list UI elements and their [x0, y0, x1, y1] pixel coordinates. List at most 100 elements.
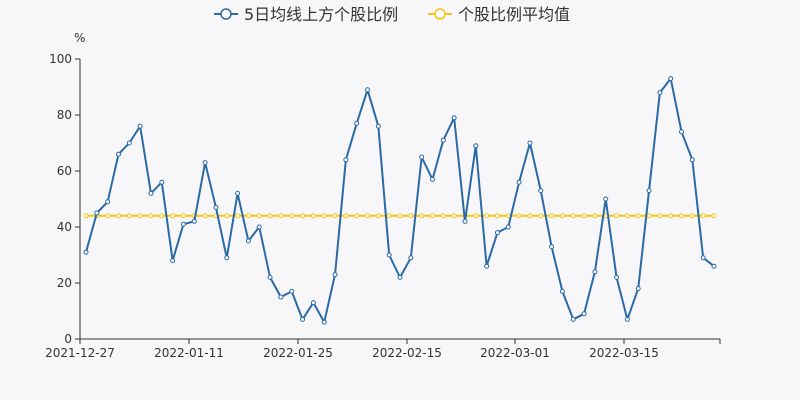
y-tick-label: 20: [57, 276, 72, 290]
data-point: [256, 224, 262, 230]
y-tick-label: 0: [64, 332, 72, 346]
legend[interactable]: 5日均线上方个股比例 个股比例平均值: [214, 5, 570, 24]
series-line-above-ma5: [85, 77, 715, 324]
data-point: [202, 160, 208, 166]
data-point-average: [668, 213, 674, 219]
data-point-average: [83, 213, 89, 219]
y-axis: 0 20 40 60 80 100: [49, 52, 81, 346]
data-point-average: [245, 213, 251, 219]
data-point-average: [235, 213, 241, 219]
y-tick-label: 40: [57, 220, 72, 234]
data-point: [559, 288, 565, 294]
data-point-average: [289, 213, 295, 219]
legend-item-average[interactable]: 个股比例平均值: [428, 5, 570, 24]
data-point-average: [581, 213, 587, 219]
data-point: [159, 179, 165, 185]
data-point: [105, 199, 111, 205]
data-point: [386, 252, 392, 258]
data-point: [310, 300, 316, 306]
data-point: [679, 129, 685, 135]
data-point-average: [614, 213, 620, 219]
y-tick-label: 60: [57, 164, 72, 178]
data-point: [83, 249, 89, 255]
data-point-average: [451, 213, 457, 219]
data-point: [668, 76, 674, 82]
data-point-average: [386, 213, 392, 219]
data-point-average: [516, 213, 522, 219]
data-point: [354, 120, 360, 126]
data-point-average: [170, 213, 176, 219]
data-point: [408, 255, 414, 261]
data-point-average: [267, 213, 273, 219]
data-point: [213, 204, 219, 210]
data-point-average: [549, 213, 555, 219]
data-point: [419, 154, 425, 160]
data-point: [278, 294, 284, 300]
data-point: [527, 140, 533, 146]
data-point: [365, 87, 371, 93]
data-point: [624, 316, 630, 322]
data-point-average: [300, 213, 306, 219]
data-point-average: [538, 213, 544, 219]
data-point-average: [278, 213, 284, 219]
data-point: [180, 221, 186, 227]
data-point: [494, 230, 500, 236]
legend-item-above-ma5[interactable]: 5日均线上方个股比例: [214, 5, 398, 24]
x-tick-label: 2022-03-01: [480, 346, 550, 360]
data-point: [375, 123, 381, 129]
series-layer: [83, 76, 717, 325]
data-point-average: [408, 213, 414, 219]
data-point: [451, 115, 457, 121]
data-point: [235, 190, 241, 196]
data-point: [343, 157, 349, 163]
x-tick-label: 2022-01-25: [263, 346, 333, 360]
x-tick-label: 2021-12-27: [45, 346, 115, 360]
data-point-average: [126, 213, 132, 219]
data-point-average: [440, 213, 446, 219]
data-point-average: [592, 213, 598, 219]
data-point: [440, 137, 446, 143]
x-tick-label: 2022-01-11: [154, 346, 224, 360]
data-point-average: [494, 213, 500, 219]
data-point: [549, 244, 555, 250]
data-point-average: [148, 213, 154, 219]
data-point: [700, 255, 706, 261]
data-point-average: [137, 213, 143, 219]
data-point: [711, 263, 717, 269]
data-point-average: [365, 213, 371, 219]
data-point: [191, 218, 197, 224]
data-point: [245, 238, 251, 244]
data-point: [570, 316, 576, 322]
data-point: [429, 176, 435, 182]
data-point: [224, 255, 230, 261]
x-tick-label: 2022-03-15: [589, 346, 659, 360]
data-point-average: [159, 213, 165, 219]
data-point-average: [180, 213, 186, 219]
y-tick-label: 100: [49, 52, 72, 66]
data-point-average: [224, 213, 230, 219]
x-axis: 2021-12-27 2022-01-11 2022-01-25 2022-02-15…: [45, 338, 721, 360]
data-point: [592, 269, 598, 275]
data-point-average: [429, 213, 435, 219]
data-point-average: [105, 213, 111, 219]
legend-circle-icon: [220, 8, 232, 20]
data-point: [516, 179, 522, 185]
data-point: [321, 319, 327, 325]
data-point: [94, 210, 100, 216]
data-point-average: [689, 213, 695, 219]
data-point-average: [332, 213, 338, 219]
data-point-average: [256, 213, 262, 219]
data-point: [137, 123, 143, 129]
data-point-average: [115, 213, 121, 219]
legend-circle-icon: [434, 8, 446, 20]
data-point-average: [343, 213, 349, 219]
data-point: [657, 90, 663, 96]
data-point-average: [419, 213, 425, 219]
data-point: [689, 157, 695, 163]
data-point-average: [310, 213, 316, 219]
y-tick-label: 80: [57, 108, 72, 122]
data-point-average: [700, 213, 706, 219]
data-point: [332, 272, 338, 278]
data-point: [289, 288, 295, 294]
